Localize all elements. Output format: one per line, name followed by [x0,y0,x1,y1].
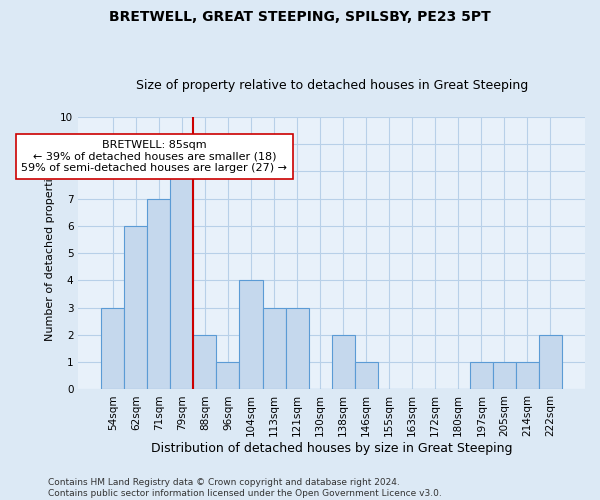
Bar [493,362,516,390]
Bar [148,198,170,390]
Text: BRETWELL, GREAT STEEPING, SPILSBY, PE23 5PT: BRETWELL, GREAT STEEPING, SPILSBY, PE23 … [109,10,491,24]
Bar [286,308,308,390]
Bar [470,362,493,390]
Bar [539,335,562,390]
X-axis label: Distribution of detached houses by size in Great Steeping: Distribution of detached houses by size … [151,442,512,455]
Title: Size of property relative to detached houses in Great Steeping: Size of property relative to detached ho… [136,79,528,92]
Bar [516,362,539,390]
Bar [124,226,148,390]
Bar [101,308,124,390]
Bar [332,335,355,390]
Text: Contains HM Land Registry data © Crown copyright and database right 2024.
Contai: Contains HM Land Registry data © Crown c… [48,478,442,498]
Bar [355,362,377,390]
Bar [263,308,286,390]
Y-axis label: Number of detached properties: Number of detached properties [45,166,55,341]
Bar [170,172,193,390]
Bar [193,335,217,390]
Bar [239,280,263,390]
Bar [217,362,239,390]
Text: BRETWELL: 85sqm
← 39% of detached houses are smaller (18)
59% of semi-detached h: BRETWELL: 85sqm ← 39% of detached houses… [21,140,287,173]
